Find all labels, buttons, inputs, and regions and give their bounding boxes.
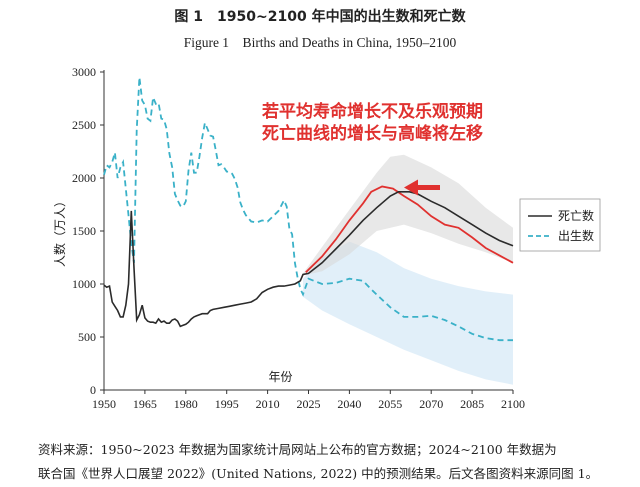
legend-label-deaths: 死亡数	[558, 208, 594, 223]
x-tick-label: 2100	[501, 397, 525, 411]
x-tick-label: 1950	[92, 397, 116, 411]
legend-box	[519, 198, 601, 252]
y-tick-label: 3000	[72, 65, 96, 79]
annotation-line-1: 若平均寿命增长不及乐观预期	[262, 102, 483, 122]
x-tick-label: 2070	[419, 397, 443, 411]
series-lines	[103, 77, 514, 342]
source-note-line-1: 资料来源：1950~2023 年数据为国家统计局网站上公布的官方数据；2024~…	[38, 442, 557, 457]
y-tick-label: 0	[90, 383, 96, 397]
y-tick-label: 2500	[72, 118, 96, 132]
deaths-line	[103, 191, 514, 328]
x-tick-label: 2085	[460, 397, 484, 411]
births-line	[103, 77, 513, 342]
x-tick-label: 1965	[133, 397, 157, 411]
births-projection-band	[303, 241, 513, 385]
chart-title-cn: 图 1 1950~2100 年中国的出生数和死亡数	[174, 9, 466, 25]
alt-deaths-line	[305, 185, 514, 273]
y-tick-label: 500	[78, 330, 96, 344]
confidence-bands	[303, 154, 513, 385]
x-axis-label: 年份	[268, 370, 292, 384]
x-tick-label: 2040	[337, 397, 361, 411]
y-axis-label: 人数（万人）	[52, 195, 67, 267]
x-tick-label: 1995	[215, 397, 239, 411]
x-tick-label: 2010	[256, 397, 280, 411]
legend-label-births: 出生数	[558, 228, 594, 243]
shift-arrow-head	[404, 179, 418, 196]
deaths-projection-band	[303, 154, 513, 276]
y-tick-label: 2000	[72, 171, 96, 185]
x-tick-label: 1980	[174, 397, 198, 411]
x-tick-label: 2025	[297, 397, 321, 411]
x-tick-label: 2055	[378, 397, 402, 411]
source-note-line-2: 联合国《世界人口展望 2022》(United Nations, 2022) 中…	[38, 466, 599, 481]
y-tick-label: 1000	[72, 277, 96, 291]
axes: 0 500 1000 1500 2000 2500 3000 1950 1965 1980 1995…	[52, 65, 525, 411]
annotation-line-2: 死亡曲线的增长与高峰将左移	[262, 124, 483, 144]
y-tick-label: 1500	[72, 224, 96, 238]
chart-title-en: Figure 1 Births and Deaths in China, 195…	[183, 35, 457, 50]
